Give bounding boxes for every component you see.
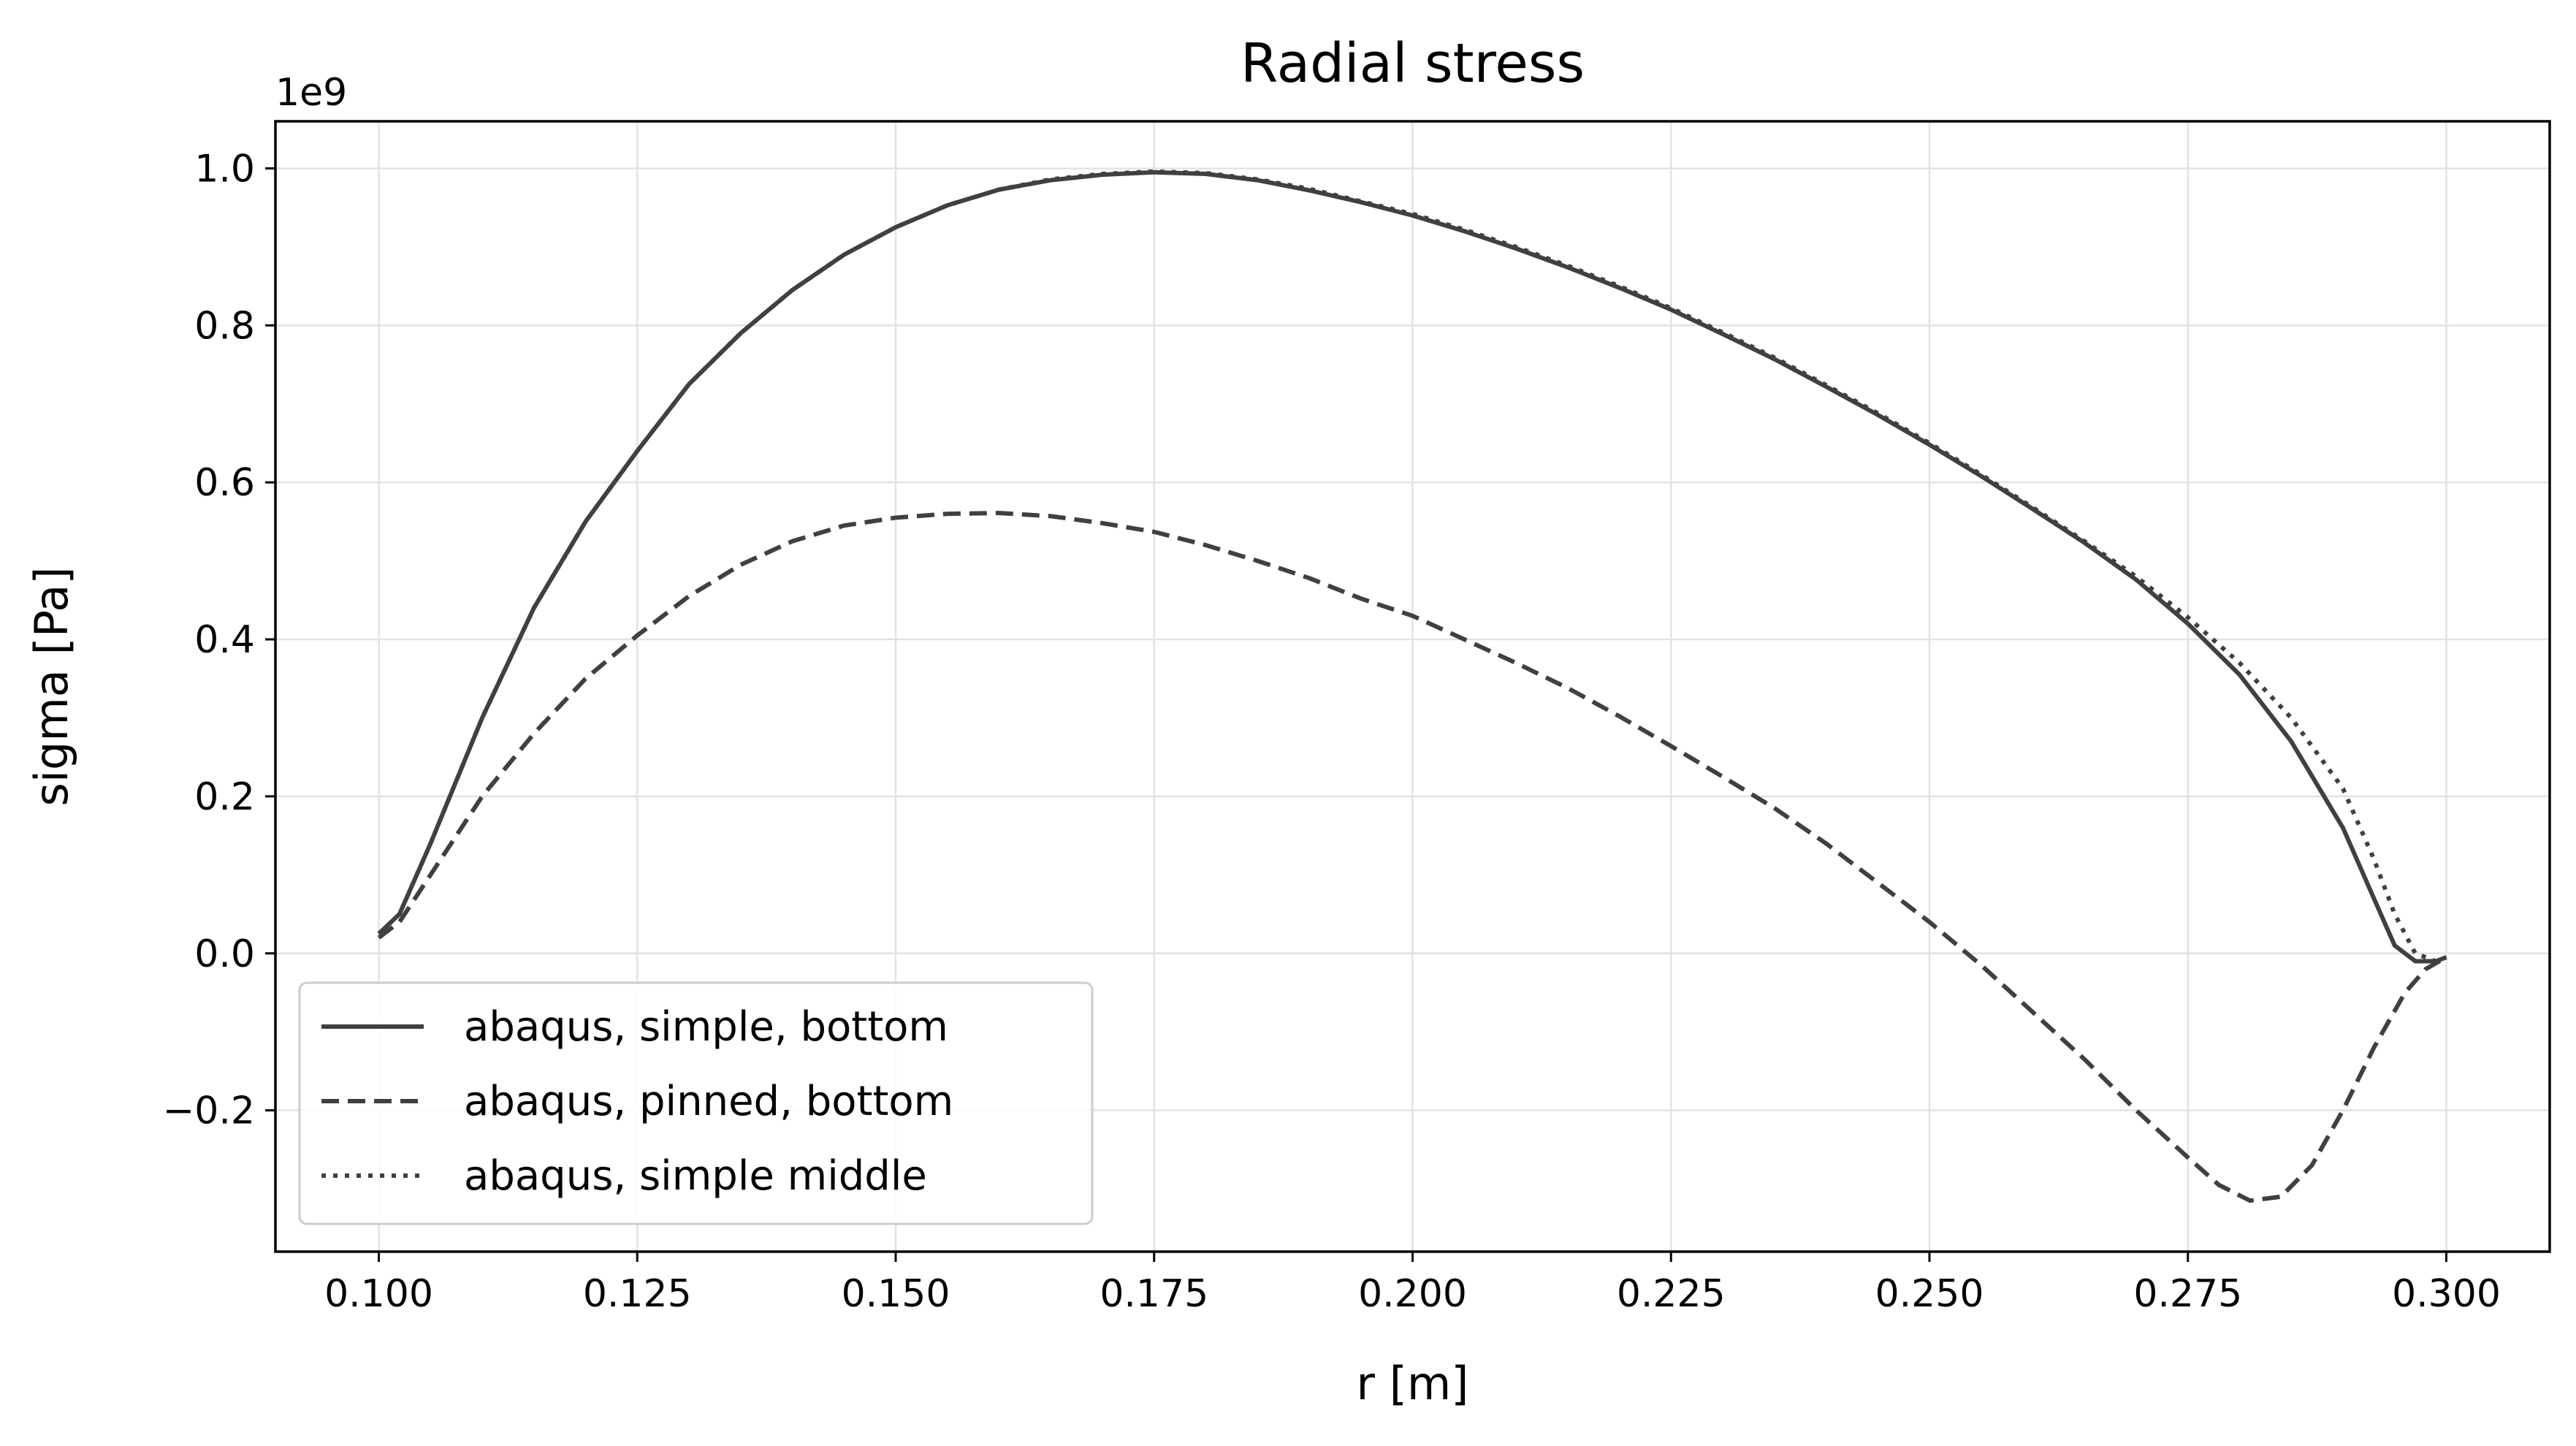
series-line-solid <box>377 170 2447 964</box>
x-tick-label: 0.100 <box>324 1272 433 1316</box>
legend: abaqus, simple, bottom abaqus, pinned, bo… <box>298 981 1094 1225</box>
x-tick-label: 0.250 <box>1875 1272 1984 1316</box>
x-tick-label: 0.150 <box>842 1272 950 1316</box>
series-lines <box>377 169 2447 1203</box>
chart-title: Radial stress <box>1241 32 1585 95</box>
y-tick-label: 0.2 <box>194 775 255 819</box>
series-line-dashed <box>377 511 2447 1203</box>
legend-label: abaqus, simple, bottom <box>464 1003 948 1051</box>
legend-box <box>298 981 1094 1225</box>
y-tick-label: 1.0 <box>194 147 255 191</box>
y-tick-label: 0.6 <box>194 461 255 505</box>
series-line-dotted <box>377 169 2447 964</box>
legend-label: abaqus, pinned, bottom <box>464 1078 953 1125</box>
x-tick-label: 0.200 <box>1358 1272 1467 1316</box>
legend-label: abaqus, simple middle <box>464 1152 927 1200</box>
x-tick-label: 0.300 <box>2392 1272 2501 1316</box>
y-tick-label: 0.4 <box>194 618 255 662</box>
x-tick-label: 0.175 <box>1100 1272 1208 1316</box>
y-tick-label: 0.8 <box>194 304 255 348</box>
x-axis-label: r [m] <box>1357 1357 1469 1410</box>
y-tick-label: 0.0 <box>194 932 255 976</box>
x-tick-label: 0.225 <box>1617 1272 1726 1316</box>
x-tick-label: 0.275 <box>2133 1272 2242 1316</box>
axis-ticks: 0.100 0.125 0.150 0.175 0.200 0.225 0.250 0.275… <box>163 147 2501 1316</box>
y-axis-offset-label: 1e9 <box>275 71 347 115</box>
y-axis-label: sigma [Pa] <box>25 567 78 807</box>
y-tick-label: −0.2 <box>163 1089 255 1133</box>
x-tick-label: 0.125 <box>583 1272 692 1316</box>
